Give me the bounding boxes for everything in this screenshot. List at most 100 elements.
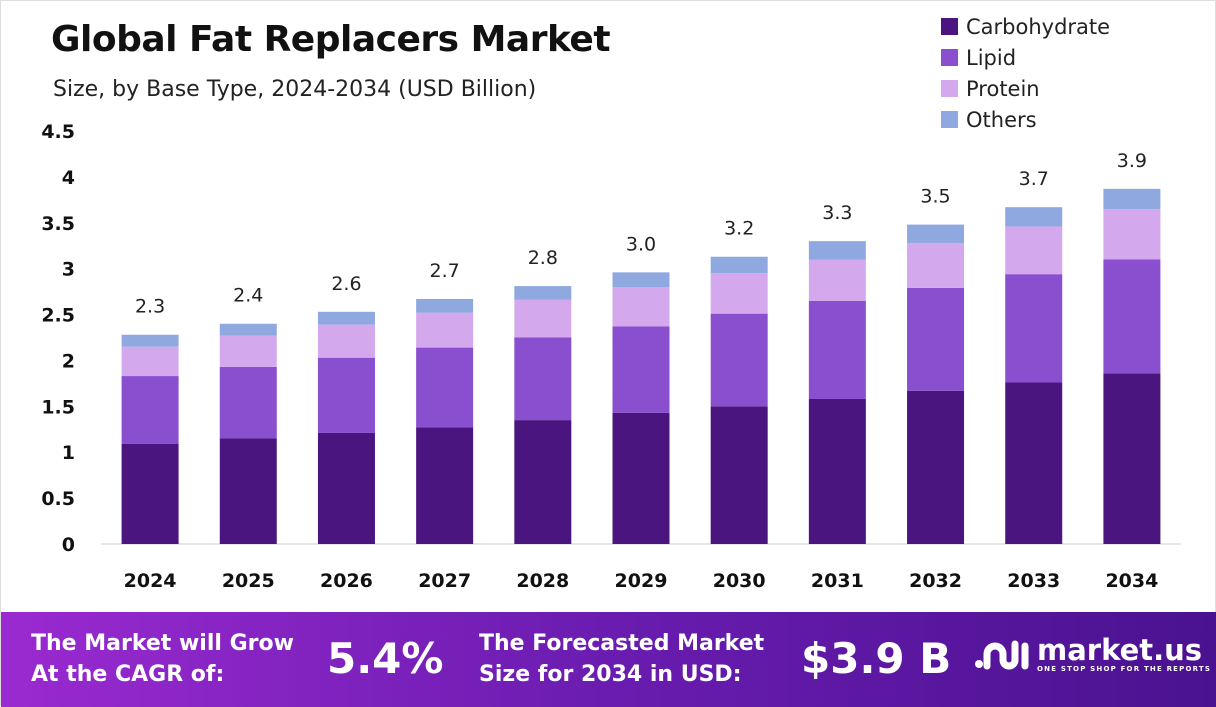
legend-label: Lipid — [966, 45, 1017, 70]
bar-segment-carbohydrate — [612, 412, 670, 544]
cagr-label-line1: The Market will Grow — [31, 631, 294, 656]
y-tick-label: 0.5 — [41, 488, 75, 510]
x-tick-label: 2030 — [713, 570, 766, 592]
bar-segment-lipid — [121, 376, 179, 444]
legend-swatch — [941, 111, 958, 128]
bar-segment-lipid — [416, 347, 474, 428]
total-label: 2.7 — [430, 260, 460, 282]
total-label: 3.5 — [920, 186, 950, 208]
bar-segment-protein — [1103, 209, 1161, 260]
bar-segment-lipid — [219, 366, 277, 439]
y-tick-label: 0 — [62, 534, 75, 556]
bar-segment-carbohydrate — [710, 406, 768, 544]
bar-segment-others — [710, 256, 768, 274]
total-label: 3.7 — [1019, 168, 1049, 190]
bar-segment-protein — [612, 287, 670, 327]
legend-swatch — [941, 49, 958, 66]
x-tick-label: 2031 — [811, 570, 864, 592]
logo-name: market.us — [1037, 633, 1203, 667]
bar-segment-protein — [1005, 226, 1063, 275]
total-label: 2.6 — [331, 273, 361, 295]
bar-segment-carbohydrate — [121, 443, 179, 544]
y-tick-label: 3 — [62, 259, 75, 281]
x-tick-label: 2025 — [222, 570, 275, 592]
logo-icon — [975, 640, 1029, 670]
y-tick-label: 2 — [62, 350, 75, 372]
bar-segment-protein — [121, 346, 179, 377]
bar-segment-carbohydrate — [808, 398, 866, 544]
chart-title: Global Fat Replacers Market — [51, 19, 611, 60]
total-label: 2.4 — [233, 285, 263, 307]
bar-segment-protein — [907, 242, 965, 288]
market-us-logo: market.us ONE STOP SHOP FOR THE REPORTS — [973, 634, 1211, 674]
bar-segment-protein — [808, 259, 866, 301]
bar-segment-protein — [416, 312, 474, 348]
total-label: 2.8 — [528, 247, 558, 269]
legend-item: Carbohydrate — [941, 11, 1110, 42]
forecast-label-line1: The Forecasted Market — [479, 631, 765, 656]
x-tick-label: 2033 — [1007, 570, 1060, 592]
bar-segment-protein — [317, 324, 375, 358]
x-tick-label: 2032 — [909, 570, 962, 592]
forecast-label-line2: Size for 2034 in USD: — [479, 662, 742, 687]
x-tick-label: 2028 — [516, 570, 569, 592]
y-tick-label: 1.5 — [41, 396, 75, 418]
legend-item: Lipid — [941, 42, 1110, 73]
bar-segment-others — [1005, 207, 1063, 227]
bar-segment-others — [416, 298, 474, 313]
bar-segment-lipid — [1005, 274, 1063, 383]
forecast-value: $3.9 B — [801, 634, 952, 683]
chart-subtitle: Size, by Base Type, 2024-2034 (USD Billi… — [53, 77, 537, 102]
total-label: 3.9 — [1117, 150, 1147, 172]
cagr-label: The Market will Grow At the CAGR of: — [31, 628, 294, 690]
bar-segment-carbohydrate — [416, 427, 474, 544]
legend-item: Protein — [941, 73, 1110, 104]
bar-segment-carbohydrate — [907, 390, 965, 544]
chart-plot: 0 0.5 1 1.5 2 2.5 3 3.5 4 4.5 2.3 2024 2.4 2025 2.6 202… — [41, 121, 1181, 592]
bar-segment-carbohydrate — [219, 438, 277, 544]
bar-segment-carbohydrate — [514, 420, 572, 544]
bar-segment-others — [907, 224, 965, 243]
bar-segment-carbohydrate — [1103, 373, 1161, 544]
forecast-label: The Forecasted Market Size for 2034 in U… — [479, 628, 764, 690]
bar-segment-lipid — [317, 357, 375, 433]
bar-segment-others — [612, 272, 670, 288]
x-tick-label: 2034 — [1105, 570, 1158, 592]
bar-segment-protein — [219, 335, 277, 367]
y-tick-label: 1 — [62, 442, 75, 464]
legend-swatch — [941, 18, 958, 35]
bar-segment-others — [317, 311, 375, 325]
bar-segment-others — [514, 286, 572, 300]
bar-segment-others — [1103, 188, 1161, 210]
bar-segment-others — [808, 241, 866, 260]
bar-segment-others — [219, 323, 277, 336]
y-tick-label: 4 — [62, 167, 75, 189]
bar-segment-carbohydrate — [1005, 382, 1063, 544]
bar-segment-lipid — [514, 337, 572, 421]
x-tick-label: 2024 — [124, 570, 177, 592]
x-tick-label: 2027 — [418, 570, 471, 592]
bar-segment-others — [121, 334, 179, 347]
footer-banner: The Market will Grow At the CAGR of: 5.4… — [1, 612, 1216, 707]
bar-segment-lipid — [808, 300, 866, 399]
x-tick-label: 2026 — [320, 570, 373, 592]
bar-segment-lipid — [1103, 259, 1161, 374]
bar-segment-lipid — [612, 326, 670, 413]
legend-label: Protein — [966, 76, 1040, 101]
total-label: 2.3 — [135, 296, 165, 318]
legend-label: Carbohydrate — [966, 14, 1111, 39]
legend: Carbohydrate Lipid Protein Others — [941, 11, 1110, 135]
total-label: 3.3 — [822, 202, 852, 224]
cagr-label-line2: At the CAGR of: — [31, 662, 225, 687]
bar-segment-lipid — [907, 287, 965, 391]
bar-segment-protein — [710, 273, 768, 314]
y-tick-label: 2.5 — [41, 305, 75, 327]
total-label: 3.2 — [724, 218, 754, 240]
y-tick-label: 3.5 — [41, 213, 75, 235]
legend-item: Others — [941, 104, 1110, 135]
x-tick-label: 2029 — [615, 570, 668, 592]
bar-segment-carbohydrate — [317, 432, 375, 544]
bar-segment-lipid — [710, 313, 768, 407]
legend-swatch — [941, 80, 958, 97]
